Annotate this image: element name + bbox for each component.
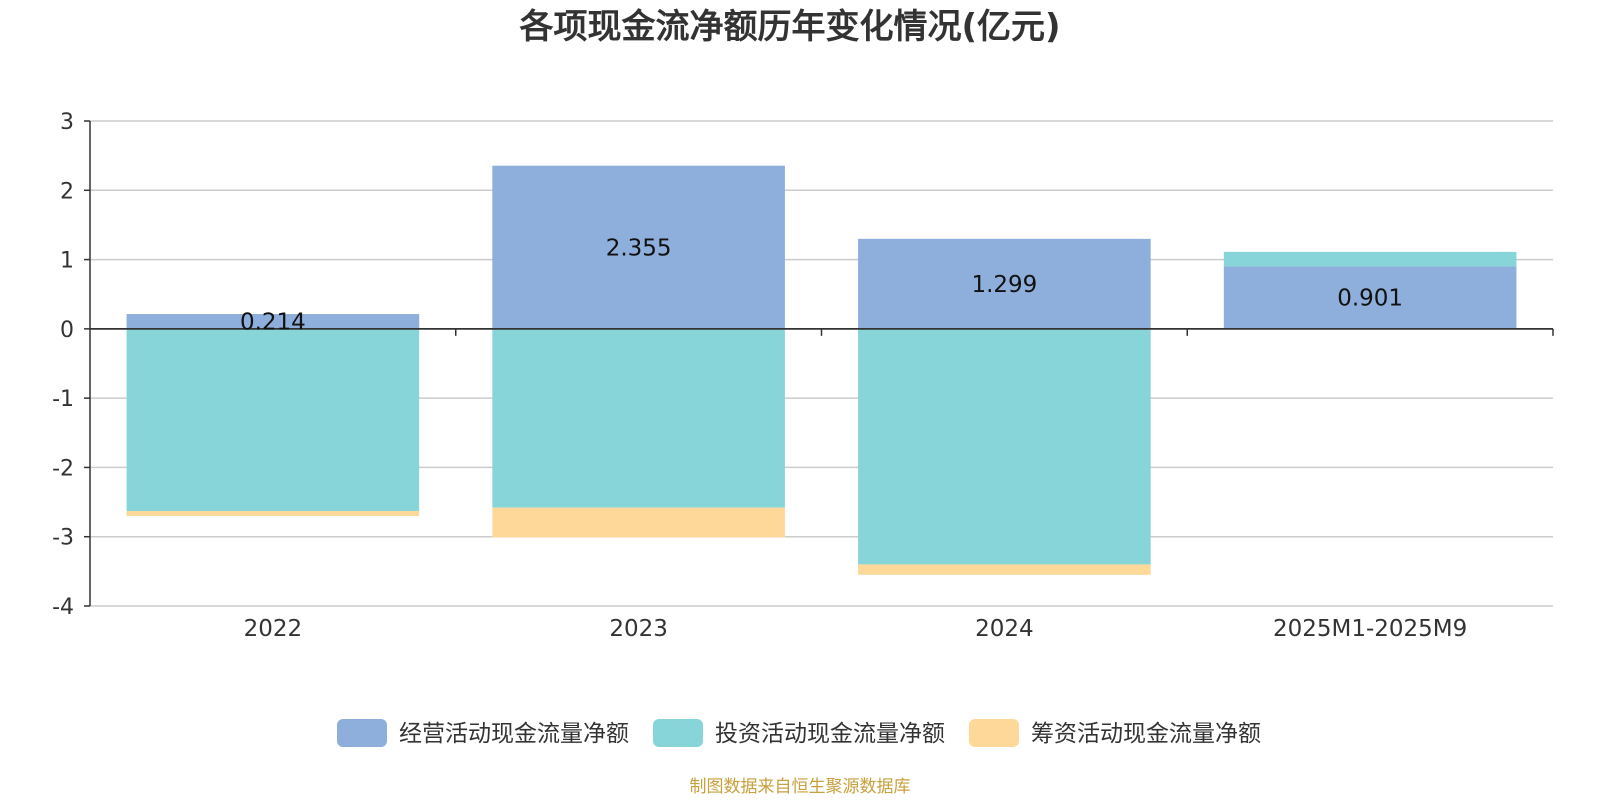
data-label: 2.355 — [606, 235, 672, 261]
legend-swatch — [969, 719, 1019, 747]
y-tick-label: -4 — [52, 595, 74, 620]
y-tick-label: -3 — [52, 526, 74, 551]
chart-title: 各项现金流净额历年变化情况(亿元) — [519, 7, 1060, 47]
bar-segment — [1223, 251, 1517, 267]
data-label: 1.299 — [971, 272, 1037, 298]
y-tick-labels: 3 2 1 0 -1 -2 -3 -4 — [52, 110, 74, 620]
legend-label: 经营活动现金流量净额 — [399, 721, 629, 747]
bar-segment — [858, 328, 1151, 565]
x-tick-label: 2025M1-2025M9 — [1273, 616, 1467, 642]
bars — [126, 165, 1517, 575]
legend-swatch — [653, 719, 703, 747]
y-tick-label: 1 — [60, 249, 74, 274]
axes — [84, 120, 1554, 607]
bar-segment — [858, 564, 1151, 575]
data-labels: 0.214 2.355 1.299 0.901 — [240, 235, 1403, 335]
data-label: 0.901 — [1337, 286, 1403, 312]
x-tick-label: 2022 — [244, 616, 303, 642]
legend-label: 投资活动现金流量净额 — [715, 721, 945, 747]
bar-segment — [126, 314, 420, 329]
source-note: 制图数据来自恒生聚源数据库 — [690, 777, 911, 797]
legend-label: 筹资活动现金流量净额 — [1031, 721, 1261, 747]
bar-segment — [1223, 266, 1517, 329]
legend-swatch — [337, 719, 387, 747]
bar-segment — [492, 507, 785, 538]
bar-segment — [858, 238, 1151, 329]
y-tick-label: 3 — [60, 110, 74, 135]
y-tick-label: -2 — [52, 456, 74, 481]
data-label: 0.214 — [240, 309, 306, 335]
y-tick-label: -1 — [52, 387, 74, 412]
bar-segment — [492, 165, 785, 329]
x-tick-labels: 2022 2023 2024 2025M1-2025M9 — [244, 616, 1468, 642]
y-tick-label: 0 — [60, 318, 74, 343]
x-tick-label: 2023 — [609, 616, 668, 642]
bar-segment — [126, 511, 420, 516]
legend: 经营活动现金流量净额 投资活动现金流量净额 筹资活动现金流量净额 — [337, 719, 1261, 747]
x-tick-label: 2024 — [975, 616, 1034, 642]
y-tick-label: 2 — [60, 179, 74, 204]
bar-segment — [126, 328, 420, 512]
bar-segment — [492, 328, 785, 508]
